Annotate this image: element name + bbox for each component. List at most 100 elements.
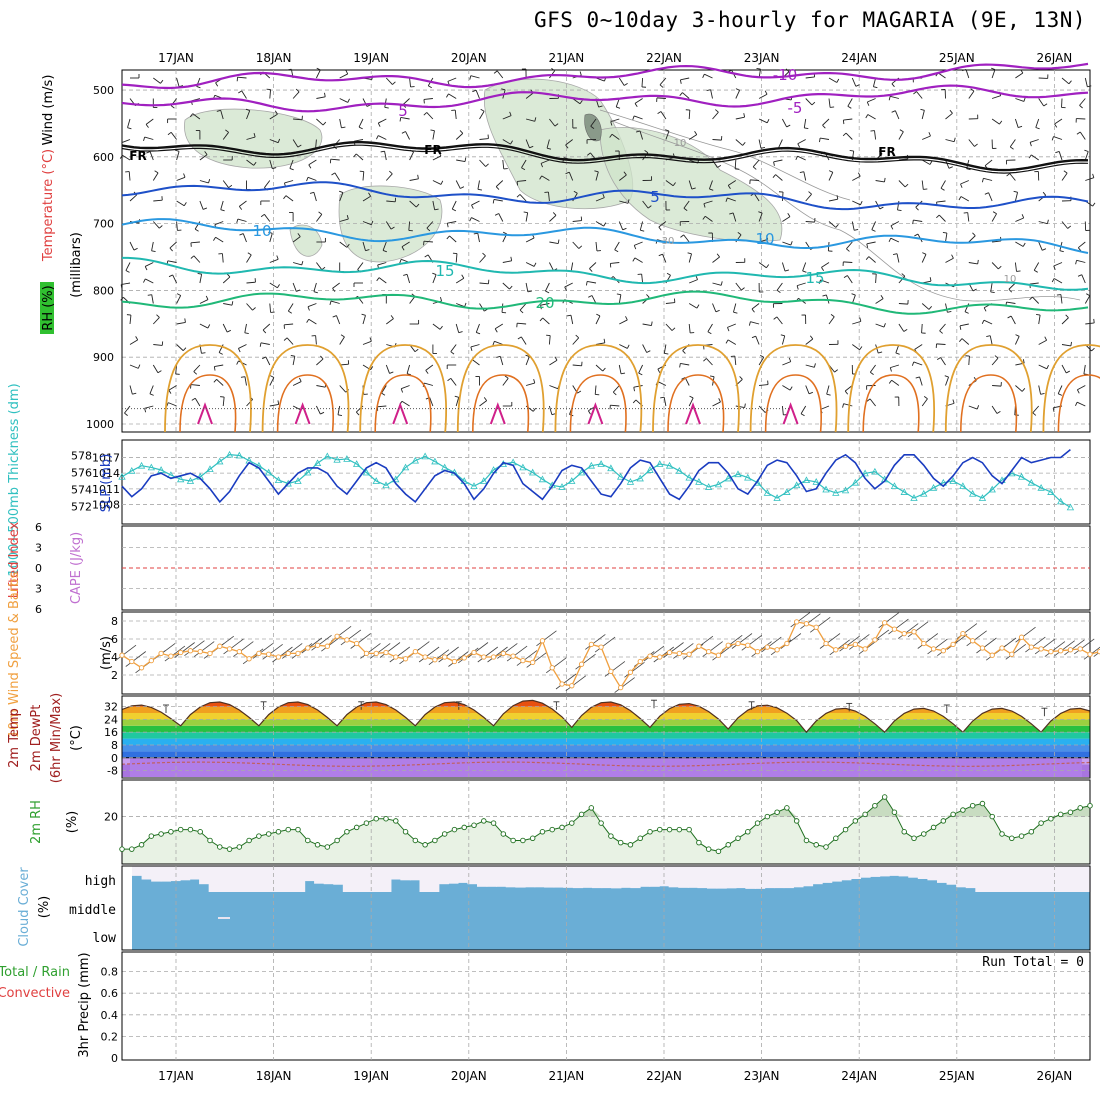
rh-contour-fill: [599, 127, 783, 242]
wind10-barb: [379, 642, 401, 658]
cloud-high-gap: [706, 866, 718, 889]
wind-barb: [828, 98, 831, 108]
wind-barb: [525, 212, 529, 222]
wind-barb-feather: [844, 390, 849, 395]
wind-barb: [315, 405, 321, 415]
rh-marker: [520, 837, 526, 844]
wind-barb-feather: [842, 132, 847, 137]
wind-barb: [570, 262, 574, 272]
wind-barb-feather: [1063, 170, 1068, 174]
wind-barb: [665, 323, 673, 331]
wind10-barb: [360, 643, 381, 659]
wind-barb: [758, 118, 768, 124]
wind-barb-feather: [1091, 347, 1095, 352]
tick-label: 0.8: [101, 966, 119, 979]
cloud-high-gap: [294, 866, 306, 892]
wind-barb: [432, 323, 441, 330]
rh-contour-label: 30: [662, 236, 675, 247]
wind10-marker: [608, 668, 614, 675]
wind-barb: [172, 274, 178, 284]
thickness-marker: [773, 494, 781, 501]
wind-barb-feather: [796, 285, 799, 290]
wind-barb: [519, 303, 527, 311]
wind-barb: [847, 275, 853, 284]
cloud-high-gap: [534, 866, 545, 888]
wind-barb: [129, 241, 135, 251]
wind-barb-feather: [196, 85, 201, 89]
rh-marker: [324, 844, 331, 850]
wind-barb: [704, 73, 713, 79]
rh-marker: [177, 826, 184, 833]
wind-barb-feather: [169, 247, 173, 252]
rh-marker: [539, 829, 546, 835]
wind-barb: [991, 262, 999, 270]
wind-barb: [292, 356, 296, 366]
wind10-barb: [585, 634, 606, 650]
wind-barb: [1015, 98, 1025, 102]
wind-barb: [167, 260, 177, 263]
wind-barb: [665, 302, 675, 304]
wind10-barb: [428, 649, 450, 666]
wind-barb-feather: [899, 129, 904, 133]
cloud-high-gap: [151, 866, 162, 882]
wind-barb-feather: [748, 321, 751, 326]
wind-barb-feather: [966, 168, 971, 171]
wind-barb-feather: [632, 257, 636, 262]
wind-barb: [336, 315, 341, 325]
cloud-high-gap: [841, 866, 852, 881]
wind-barb-feather: [947, 311, 952, 313]
wind-barb-feather: [316, 67, 321, 71]
wind-barb-feather: [240, 376, 246, 378]
wind-barb: [1031, 154, 1039, 161]
thickness-marker: [284, 479, 292, 487]
wind-barb-feather: [290, 354, 295, 357]
dewpt-fill: [130, 757, 1082, 777]
cloud-high-gap: [802, 866, 814, 887]
wind-barb-feather: [990, 291, 995, 293]
wind-barb-feather: [176, 293, 181, 296]
wind-barb: [362, 195, 371, 202]
cloud-high-gap: [352, 866, 363, 892]
wind-barb: [222, 397, 225, 407]
wind-barb: [595, 241, 598, 251]
wind-barb-feather: [849, 150, 854, 152]
wind-barb: [292, 236, 301, 243]
wind-barb-feather: [318, 211, 323, 215]
wind-barb-feather: [1021, 214, 1025, 219]
wind-barb: [264, 214, 271, 222]
thickness-marker: [714, 480, 723, 488]
wind-barb: [517, 180, 527, 182]
wind-barb: [1038, 339, 1047, 345]
wind10-marker: [520, 657, 526, 664]
wind-barb-feather: [160, 79, 164, 84]
wind-barb: [1077, 385, 1086, 391]
wind-barb-feather: [268, 231, 273, 234]
wind-barb: [775, 174, 783, 181]
wind-barb: [682, 92, 690, 99]
tick-label: 700: [93, 218, 114, 231]
wind-barb-feather: [632, 399, 637, 404]
wind-barb: [447, 77, 457, 82]
wind-barb-feather: [277, 400, 280, 405]
thickness-marker: [900, 488, 908, 495]
wind-barb-feather: [588, 295, 593, 298]
wind-barb-feather: [509, 111, 512, 116]
wind-barb-feather: [238, 348, 241, 353]
wind10-marker: [901, 630, 907, 637]
wind-barb-feather: [1086, 293, 1091, 297]
wind-barb-feather: [432, 272, 437, 276]
wind10-marker: [745, 642, 751, 648]
thickness-marker: [235, 451, 244, 459]
wind10-barb: [506, 645, 528, 662]
cloud-high-gap: [448, 866, 459, 884]
wind-barb: [1010, 315, 1016, 325]
wind-barb: [875, 323, 885, 328]
wind-barb: [409, 77, 411, 87]
wind10-marker: [383, 649, 389, 656]
wind-barb-feather: [423, 112, 428, 116]
wind-barb-feather: [494, 328, 498, 333]
wind-barb-feather: [1009, 146, 1014, 150]
thickness-marker: [949, 477, 957, 484]
rh-marker: [1087, 802, 1093, 809]
wind10-marker: [1038, 646, 1044, 652]
